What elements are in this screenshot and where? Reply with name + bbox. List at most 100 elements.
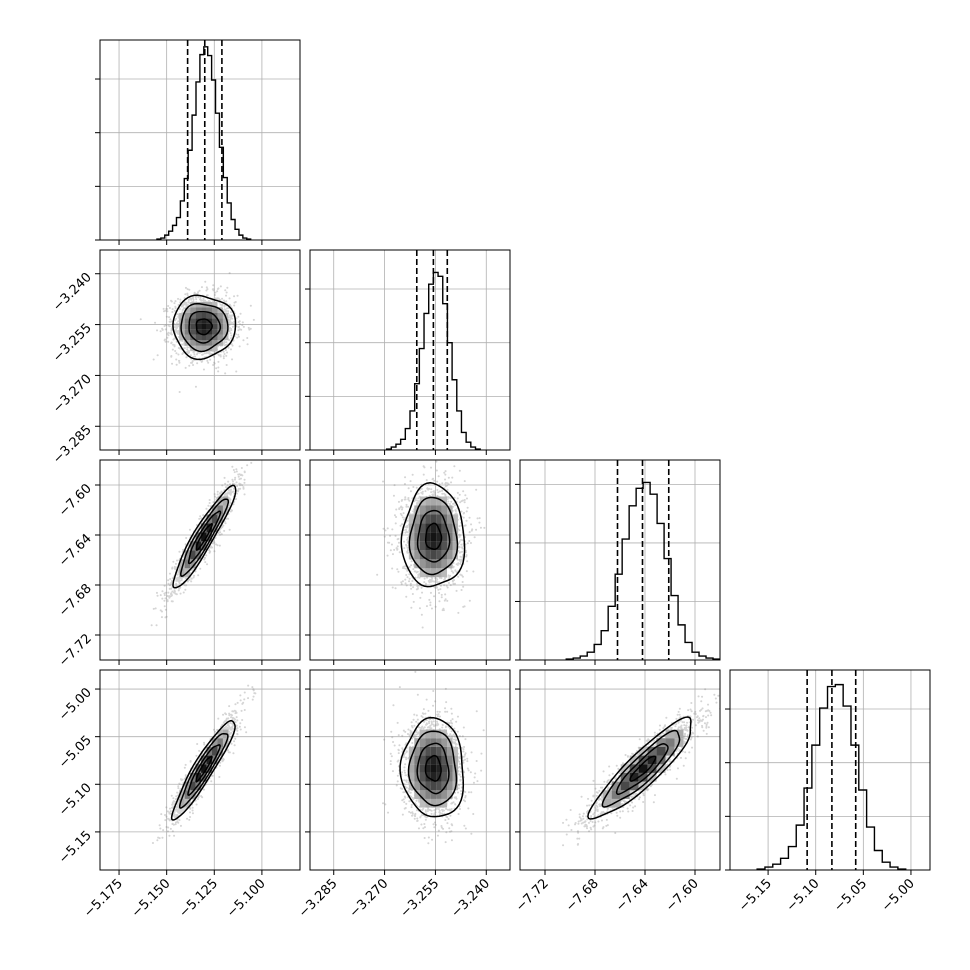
contour-3-2-3 [587, 716, 692, 820]
ytick-label-3-0: −5.15 [56, 828, 95, 867]
ytick-label-2-2: −7.64 [56, 531, 95, 570]
density-cell-2-1 [441, 559, 448, 569]
density-cell-3-2 [602, 798, 612, 808]
density-cell-3-2 [647, 764, 657, 773]
density-cell-3-2 [611, 798, 621, 808]
density-cell-3-2 [620, 790, 630, 799]
density-cell-1-0 [217, 340, 223, 346]
density-cell-1-0 [212, 323, 218, 330]
panel-frame-1-1 [309, 249, 511, 451]
density-cell-1-0 [217, 312, 223, 319]
density-cell-3-1 [441, 790, 448, 799]
ytick-label-1-3: −3.240 [50, 270, 95, 315]
density-cell-2-1 [436, 496, 442, 506]
contour-1-0-2 [180, 302, 229, 353]
density-cell-3-1 [425, 729, 431, 739]
density-cell-1-0 [206, 340, 213, 346]
density-cell-1-0 [195, 302, 202, 308]
density-cell-2-1 [425, 532, 431, 542]
density-cell-1-0 [201, 307, 207, 313]
density-cell-1-0 [184, 312, 191, 319]
histogram-0 [156, 46, 252, 240]
density-cell-3-1 [430, 729, 437, 739]
density-cell-1-0 [206, 334, 213, 341]
contour-3-2-1 [615, 743, 669, 795]
panel-frame-2-2 [519, 459, 721, 661]
density-cell-3-2 [638, 772, 648, 782]
density-cell-3-1 [425, 790, 431, 799]
density-cell-2-0 [184, 550, 191, 560]
density-cell-1-0 [222, 323, 229, 330]
density-cell-1-0 [195, 307, 202, 313]
density-cell-3-1 [425, 781, 431, 791]
density-cell-1-0 [190, 307, 196, 313]
density-cell-1-0 [212, 340, 218, 346]
density-cell-3-0 [195, 772, 202, 782]
density-cell-1-0 [195, 345, 202, 352]
density-cell-2-1 [419, 550, 426, 560]
density-cell-3-1 [436, 746, 442, 756]
density-cell-2-0 [179, 568, 185, 578]
panel-frame-0-0 [99, 39, 301, 241]
density-cell-3-1 [441, 738, 448, 747]
density-cell-2-1 [441, 505, 448, 515]
density-cell-3-1 [430, 798, 437, 808]
panel-frame-3-1 [309, 669, 511, 871]
density-cell-2-1 [419, 541, 426, 551]
density-cell-3-2 [620, 764, 630, 773]
density-cell-1-0 [195, 334, 202, 341]
xtick-label-2-2: −7.64 [613, 876, 652, 915]
density-cell-2-1 [447, 514, 453, 524]
contour-2-1-2 [408, 496, 459, 576]
density-cell-2-1 [408, 514, 415, 524]
density-cell-1-0 [201, 345, 207, 352]
density-cell-2-0 [222, 496, 229, 506]
density-cell-2-0 [190, 559, 196, 569]
ytick-label-2-3: −7.60 [56, 481, 95, 520]
ytick-label-3-1: −5.10 [56, 781, 95, 820]
density-cell-2-0 [201, 532, 207, 542]
density-cell-2-1 [441, 523, 448, 533]
density-cell-3-1 [430, 764, 437, 773]
density-cell-2-1 [452, 541, 458, 551]
density-cell-3-2 [656, 738, 666, 747]
density-cell-3-1 [408, 772, 415, 782]
density-cell-1-0 [179, 312, 185, 319]
density-cell-2-1 [447, 523, 453, 533]
density-cell-3-1 [447, 781, 453, 791]
density-cell-3-2 [674, 729, 684, 739]
density-cell-3-1 [436, 729, 442, 739]
density-cell-1-0 [184, 307, 191, 313]
panel-frame-3-2 [519, 669, 721, 871]
density-cell-3-1 [441, 764, 448, 773]
density-cell-3-1 [430, 790, 437, 799]
density-cell-1-0 [212, 334, 218, 341]
density-cell-2-1 [452, 532, 458, 542]
density-cell-2-1 [419, 505, 426, 515]
density-cell-1-0 [217, 318, 223, 324]
density-cell-3-0 [184, 781, 191, 791]
xtick-label-1-2: −3.255 [398, 876, 443, 921]
ytick-label-3-2: −5.05 [56, 733, 95, 772]
density-cell-3-1 [419, 772, 426, 782]
contour-3-0-1 [187, 744, 221, 796]
density-cell-3-1 [436, 738, 442, 747]
xtick-label-1-1: −3.270 [347, 876, 392, 921]
density-cell-2-0 [217, 496, 223, 506]
density-cell-3-1 [441, 772, 448, 782]
density-cell-3-1 [419, 798, 426, 808]
density-cell-2-1 [436, 559, 442, 569]
density-cell-2-1 [441, 568, 448, 578]
density-cell-2-0 [190, 550, 196, 560]
density-cell-2-1 [436, 514, 442, 524]
ytick-label-3-3: −5.00 [56, 685, 95, 724]
contour-3-2-0 [629, 755, 657, 782]
density-cell-3-1 [414, 790, 420, 799]
density-cell-3-1 [419, 764, 426, 773]
panel-2-2 [515, 459, 721, 665]
density-cell-3-0 [190, 781, 196, 791]
density-cell-3-2 [665, 746, 675, 756]
xtick-label-1-0: −3.285 [296, 876, 341, 921]
contour-3-1-2 [407, 730, 458, 807]
panel-frame-2-0 [99, 459, 301, 661]
